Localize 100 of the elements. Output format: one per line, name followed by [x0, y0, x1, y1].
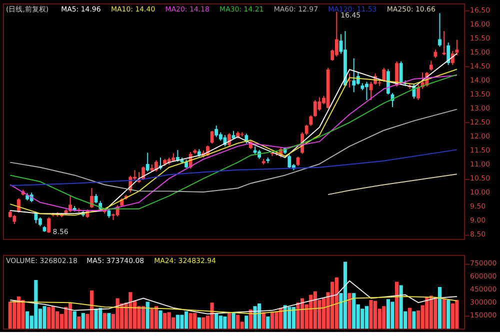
bar	[364, 306, 369, 329]
bar	[68, 302, 72, 329]
candlestick	[352, 58, 356, 93]
bar	[202, 317, 206, 329]
candlestick	[450, 50, 454, 66]
bar	[210, 302, 214, 329]
bar	[223, 316, 227, 329]
candlestick	[382, 67, 386, 82]
bar	[72, 311, 76, 329]
candlestick	[309, 114, 313, 126]
bar	[102, 313, 106, 329]
bar	[8, 302, 12, 329]
bar	[348, 293, 352, 329]
candlestick	[94, 193, 98, 204]
bar	[218, 316, 222, 329]
bar	[90, 290, 94, 329]
bar	[116, 298, 120, 329]
bar	[236, 314, 240, 329]
candlestick	[304, 124, 308, 136]
bar	[26, 311, 30, 329]
candlestick	[47, 216, 50, 234]
bar	[334, 277, 338, 329]
bar	[227, 312, 232, 329]
bar	[390, 302, 394, 329]
bar	[382, 306, 386, 329]
bar	[288, 306, 292, 329]
bar	[360, 308, 364, 329]
bar	[150, 308, 154, 329]
bar	[309, 294, 313, 329]
candlestick	[296, 156, 300, 166]
bar	[163, 313, 167, 329]
candlestick	[228, 132, 231, 147]
bar	[394, 282, 399, 329]
bar	[47, 306, 51, 329]
bar	[64, 306, 68, 329]
bar	[300, 298, 304, 329]
bar	[455, 300, 459, 329]
candlestick	[288, 154, 292, 168]
bar	[197, 317, 201, 329]
bar	[158, 310, 162, 329]
bar	[232, 312, 236, 329]
bar	[274, 311, 278, 329]
bar	[425, 297, 429, 329]
bar	[12, 300, 16, 329]
bar	[262, 312, 266, 329]
bar	[188, 313, 192, 329]
bar	[128, 292, 132, 329]
candlestick	[416, 84, 420, 101]
bar	[34, 280, 38, 329]
line-series	[328, 174, 458, 196]
bar	[446, 300, 450, 329]
bar	[184, 311, 188, 329]
bar	[42, 306, 46, 329]
line-series	[10, 296, 458, 314]
bar	[429, 296, 433, 329]
bar	[266, 316, 270, 329]
bar	[107, 313, 111, 329]
candlestick	[455, 39, 459, 56]
bar	[98, 308, 102, 329]
bar	[77, 316, 81, 329]
bar	[408, 308, 412, 329]
bar	[244, 316, 248, 329]
bar	[450, 303, 454, 329]
candlestick	[399, 60, 403, 84]
line-series	[10, 108, 458, 193]
bar	[434, 297, 438, 329]
candlestick	[214, 125, 218, 138]
candlestick	[313, 100, 317, 118]
bar	[193, 313, 197, 329]
candlestick	[429, 60, 433, 72]
bar	[167, 312, 171, 329]
candlestick	[442, 30, 446, 56]
bar	[180, 314, 184, 329]
bar	[146, 302, 150, 329]
candlestick	[90, 188, 94, 209]
bar	[292, 306, 296, 329]
line-series	[10, 149, 458, 186]
bar	[399, 285, 403, 329]
bar	[253, 306, 257, 329]
bar	[154, 306, 158, 329]
bar	[343, 262, 348, 329]
bar	[412, 311, 416, 329]
bar	[21, 300, 25, 329]
bar	[438, 286, 442, 329]
candlestick	[334, 11, 338, 58]
bar	[330, 282, 334, 329]
bar	[296, 302, 300, 329]
line-series	[10, 280, 458, 314]
bar	[51, 306, 55, 329]
candlestick	[438, 12, 442, 48]
bar	[442, 299, 446, 329]
candlestick	[446, 42, 450, 66]
bar	[16, 296, 21, 329]
bar	[81, 313, 85, 329]
candlestick	[356, 72, 360, 86]
bar	[214, 313, 218, 329]
bar	[94, 308, 98, 329]
bar	[369, 300, 373, 329]
candlestick	[146, 152, 150, 172]
bar	[352, 293, 356, 329]
